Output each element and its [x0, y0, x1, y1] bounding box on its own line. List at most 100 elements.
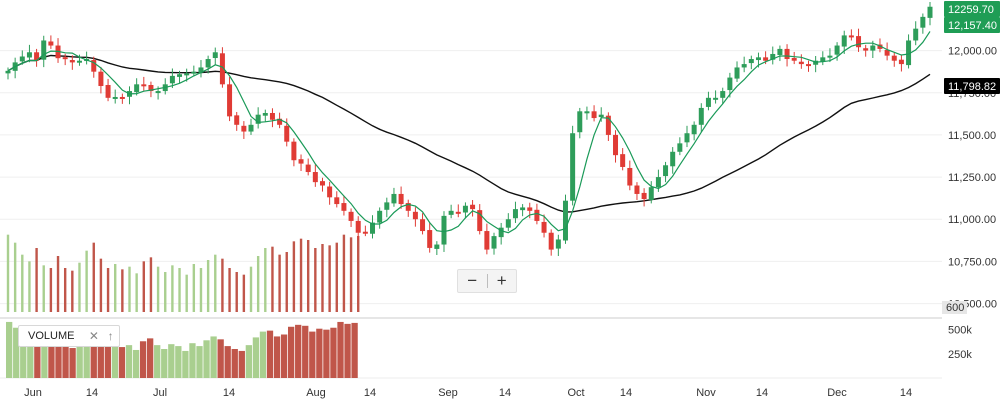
- candle-body: [177, 74, 183, 77]
- volume-bar: [42, 265, 45, 312]
- candle-body: [620, 154, 626, 167]
- volume-pane: [0, 317, 942, 379]
- candle-body: [5, 70, 11, 74]
- time-tick-label: 14: [499, 387, 511, 399]
- candle-body: [362, 231, 368, 234]
- volume-bars-main: [6, 234, 360, 312]
- candle-body: [262, 112, 268, 116]
- volume-pane-bar: [118, 347, 126, 378]
- price-tick-label: 11,500.00: [948, 130, 996, 142]
- candle-body: [734, 67, 740, 79]
- candle-body: [234, 115, 240, 125]
- candle-body: [798, 61, 804, 65]
- volume-pane-bar: [203, 340, 210, 378]
- volume-pane-bar: [125, 345, 133, 378]
- volume-pane-bar: [259, 331, 267, 378]
- volume-bar: [13, 242, 17, 312]
- candle-body: [720, 91, 726, 98]
- volume-bar: [214, 254, 217, 312]
- time-tick-label: Aug: [306, 387, 326, 399]
- candle-body: [398, 193, 404, 205]
- candle-body: [805, 64, 811, 67]
- candle-body: [913, 28, 919, 41]
- volume-bar: [357, 236, 360, 312]
- volume-pane-bar: [273, 336, 281, 378]
- candle-body: [312, 172, 318, 183]
- short-ma-line: [7, 31, 931, 234]
- volume-bar: [156, 266, 160, 312]
- candle-body: [248, 124, 254, 132]
- price-tag-bg: [944, 78, 1000, 94]
- candle-body: [462, 205, 468, 213]
- volume-pane-bar: [330, 327, 337, 378]
- zoom-separator: [486, 274, 488, 288]
- candle-body: [298, 159, 304, 164]
- candle-body: [670, 151, 676, 167]
- volume-pane-bar: [48, 346, 55, 378]
- time-tick-label: Jun: [24, 387, 42, 399]
- candle-body: [141, 84, 147, 87]
- volume-bar: [164, 272, 167, 312]
- volume-tick-label: 500k: [948, 325, 972, 337]
- volume-pane-bar: [83, 333, 90, 378]
- volume-tick-label: 250k: [948, 349, 972, 361]
- volume-extra-bg: [942, 301, 967, 314]
- volume-pane-bar: [41, 344, 48, 378]
- volume-pane-bar: [302, 325, 309, 378]
- volume-pane-bar: [175, 346, 182, 378]
- candle-body: [884, 49, 890, 56]
- volume-bar: [28, 261, 31, 312]
- candle-body: [770, 53, 776, 60]
- arrow-up-icon[interactable]: ↑: [107, 329, 114, 343]
- volume-bar: [121, 269, 124, 312]
- volume-bar: [71, 270, 74, 312]
- volume-pane-bar: [295, 324, 302, 378]
- volume-bar: [242, 274, 246, 312]
- volume-pane-bar: [154, 345, 161, 378]
- candle-body: [420, 219, 426, 232]
- volume-pane-bar: [161, 349, 168, 378]
- volume-pane-bar: [266, 330, 274, 378]
- close-icon[interactable]: ✕: [88, 329, 99, 343]
- candle-body: [755, 57, 761, 61]
- candle-body: [877, 44, 883, 49]
- candle-body: [777, 48, 783, 55]
- candle-body: [584, 111, 590, 114]
- candle-body: [741, 64, 747, 68]
- volume-bar: [228, 268, 231, 312]
- candle-body: [891, 55, 897, 61]
- candle-body: [155, 91, 161, 94]
- volume-pane-bar: [147, 338, 154, 378]
- candle-body: [91, 60, 97, 72]
- candle-body: [505, 219, 511, 228]
- candle-body: [627, 167, 633, 186]
- candle-body: [541, 221, 547, 233]
- candle-body: [219, 53, 225, 85]
- volume-bar: [349, 237, 353, 312]
- zoom-out-button[interactable]: −: [467, 271, 478, 290]
- price-tag-label: 12,157.40: [948, 20, 997, 32]
- candle-body: [527, 207, 533, 211]
- candle-body: [856, 36, 862, 48]
- volume-pane-bar: [245, 345, 252, 378]
- candle-body: [555, 239, 561, 249]
- time-tick-label: Jul: [153, 387, 167, 399]
- price-tag-bg: [944, 1, 1000, 17]
- time-tick-label: Nov: [696, 387, 716, 399]
- candle-body: [570, 133, 576, 201]
- candle-body: [591, 111, 597, 119]
- candle-body: [377, 210, 383, 223]
- candle-body: [534, 209, 540, 221]
- price-tags: 12259.70 12,157.40 11,798.82: [944, 1, 1000, 94]
- candle-body: [598, 114, 604, 118]
- time-tick-label: 14: [620, 387, 632, 399]
- volume-bar: [249, 266, 253, 312]
- candle-body: [663, 165, 669, 177]
- candle-body: [448, 210, 454, 215]
- candle-body: [477, 210, 483, 232]
- volume-pane-bar: [189, 343, 196, 378]
- candle-body: [62, 57, 68, 60]
- candle-body: [434, 244, 440, 249]
- zoom-in-button[interactable]: +: [496, 271, 507, 290]
